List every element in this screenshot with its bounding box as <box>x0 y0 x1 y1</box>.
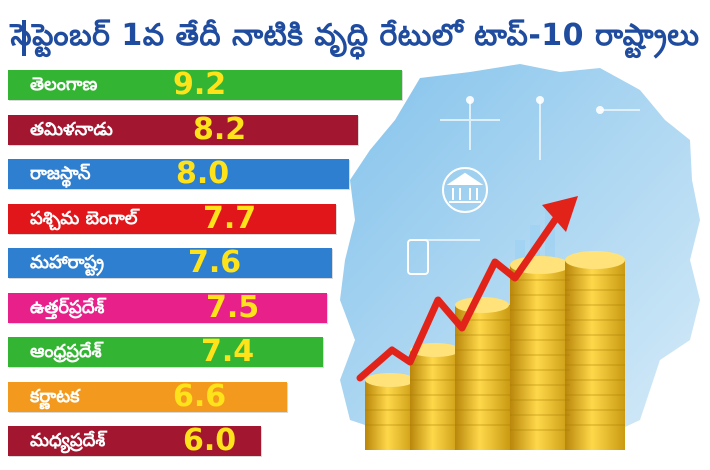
bar-value-label: 7.6 <box>188 245 242 280</box>
bar-category-label: మధ్యప్రదేశ్ <box>30 430 106 451</box>
bar-value-label: 8.2 <box>193 111 247 147</box>
bar-category-label: పశ్చిమ బెంగాల్ <box>30 207 138 229</box>
bar-value-label: 9.2 <box>173 67 227 102</box>
bar: తెలంగాణ 9.2 <box>8 70 402 100</box>
bar-category-label: రాజస్థాన్ <box>30 163 91 184</box>
bar: కర్ణాటక 6.6 <box>8 378 288 414</box>
coin-stacks <box>365 251 625 450</box>
bar-category-label: మహారాష్ట్ర <box>30 252 105 273</box>
bar-category-label: తెలంగాణ <box>30 74 98 95</box>
bank-icon <box>442 167 488 213</box>
bar-value-label: 6.0 <box>183 423 237 458</box>
bar-category-label: ఆంధ్రప్రదేశ్ <box>30 341 102 362</box>
bar: మధ్యప్రదేశ్ 6.0 <box>8 426 261 456</box>
growth-arrow <box>356 216 559 382</box>
bar: ఆంధ్రప్రదేశ్ 7.4 <box>8 337 323 367</box>
bar: మహారాష్ట్ర 7.6 <box>8 248 332 278</box>
bar: రాజస్థాన్ 8.0 <box>8 156 350 191</box>
bar-value-label: 7.4 <box>201 334 255 369</box>
bar: తమిళనాడు 8.2 <box>8 111 358 147</box>
chart-title: సెప్టెంబర్ 1వ తేదీ నాటికి వృద్ధి రేటులో … <box>10 18 700 53</box>
bar: ఉత్తర్‌ప్రదేశ్ 7.5 <box>8 289 328 325</box>
bar-category-label: ఉత్తర్‌ప్రదేశ్ <box>30 296 105 318</box>
bar-value-label: 7.5 <box>206 289 260 325</box>
bar: పశ్చిమ బెంగాల్ 7.7 <box>8 200 336 236</box>
bar-value-label: 8.0 <box>176 156 230 191</box>
bar-category-label: కర్ణాటక <box>30 385 80 407</box>
bar-category-label: తమిళనాడు <box>30 118 113 140</box>
bar-value-label: 6.6 <box>173 378 227 414</box>
title-accent-bar <box>22 20 26 56</box>
phone-icon <box>407 239 429 275</box>
bar-value-label: 7.7 <box>203 200 257 236</box>
